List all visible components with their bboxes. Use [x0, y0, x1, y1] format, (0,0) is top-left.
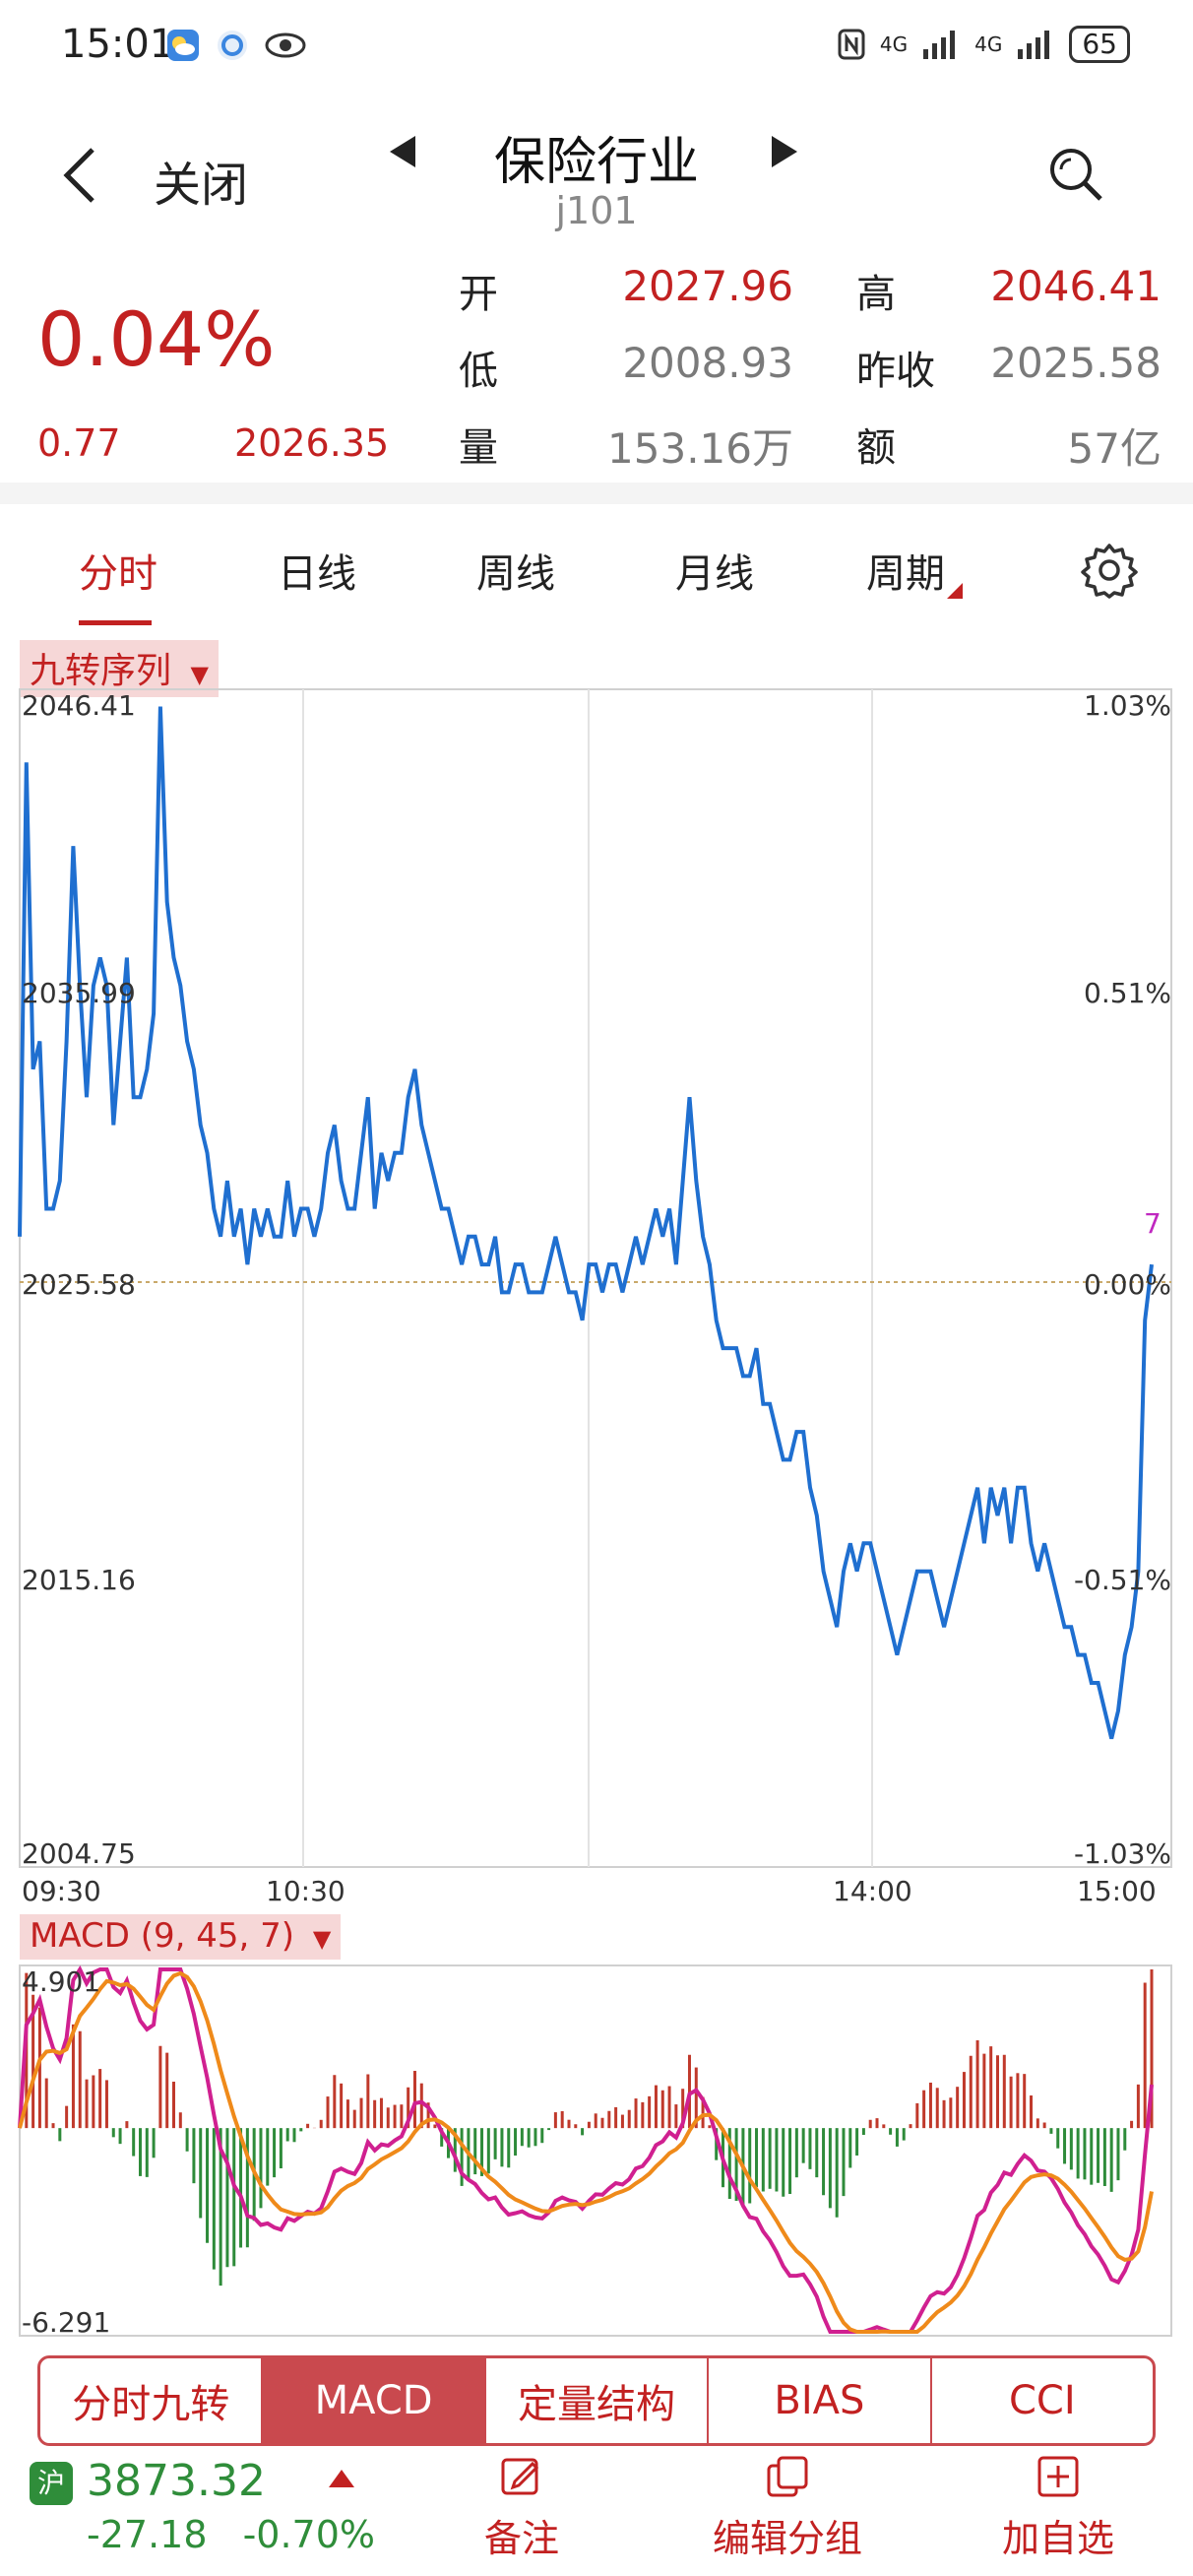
nine-turn-label: 九转序列 — [30, 651, 172, 691]
status-time: 15:01 — [61, 22, 175, 67]
tab-period[interactable]: 周期 — [866, 551, 945, 597]
macd-bars — [25, 1969, 1154, 2286]
macd-chart-frame — [19, 1964, 1172, 2337]
y-right-tick: -1.03% — [1073, 1837, 1171, 1870]
status-notification-icons — [165, 28, 307, 63]
edit-group-button[interactable]: 编辑分组 — [709, 2454, 866, 2562]
open-label: 开 — [459, 272, 498, 317]
indicator-nine-turn[interactable]: 分时九转 — [40, 2358, 264, 2443]
indicator-quant[interactable]: 定量结构 — [486, 2358, 710, 2443]
y-right-tick: -0.51% — [1073, 1564, 1171, 1596]
nine-turn-pill[interactable]: 九转序列 ▼ — [20, 640, 219, 697]
expand-up-icon[interactable] — [327, 2468, 356, 2489]
gear-icon[interactable] — [1081, 542, 1138, 599]
y-left-tick: 2046.41 — [22, 689, 136, 722]
macd-min-label: -6.291 — [22, 2306, 111, 2339]
y-right-tick: 1.03% — [1084, 689, 1171, 722]
close-button[interactable]: 关闭 — [154, 158, 249, 213]
stack-icon — [767, 2456, 808, 2497]
x-tick: 15:00 — [1077, 1875, 1157, 1907]
weather-icon — [167, 30, 199, 61]
signal-icon — [1018, 31, 1050, 59]
x-tick: 14:00 — [833, 1875, 912, 1907]
add-watchlist-label: 加自选 — [1001, 2517, 1114, 2560]
tab-intraday[interactable]: 分时 — [79, 551, 157, 597]
macd-dif-line — [18, 1964, 1154, 2334]
nine-turn-marker: 7 — [1144, 1207, 1162, 1240]
volume-label: 量 — [459, 425, 498, 471]
period-dropdown-icon — [947, 583, 963, 599]
volume-value: 153.16万 — [607, 424, 793, 473]
macd-pill[interactable]: MACD (9, 45, 7) ▼ — [20, 1914, 342, 1960]
x-tick: 09:30 — [22, 1875, 101, 1907]
amount-label: 额 — [856, 425, 896, 471]
caret-down-icon: ▼ — [312, 1925, 332, 1953]
indicator-bias[interactable]: BIAS — [709, 2358, 932, 2443]
y-left-tick: 2015.16 — [22, 1564, 136, 1596]
prev-close-label: 昨收 — [856, 349, 935, 394]
low-label: 低 — [459, 349, 498, 394]
indicator-selector: 分时九转 MACD 定量结构 BIAS CCI — [37, 2355, 1156, 2446]
macd-title: MACD (9, 45, 7) — [30, 1916, 295, 1956]
caret-down-icon: ▼ — [190, 661, 209, 688]
nfc-icon — [838, 29, 865, 60]
high-label: 高 — [856, 272, 896, 317]
indicator-cci[interactable]: CCI — [1009, 2378, 1076, 2423]
network-type-1: 4G — [879, 32, 909, 56]
page-title: 保险行业 — [493, 133, 699, 192]
market-badge: 沪 — [30, 2462, 73, 2505]
signal-icon — [923, 31, 956, 59]
next-stock-icon[interactable] — [768, 134, 799, 169]
divider — [0, 483, 1193, 504]
high-value: 2046.41 — [990, 262, 1162, 310]
edit-group-label: 编辑分组 — [712, 2517, 862, 2560]
macd-max-label: 4.901 — [22, 1965, 101, 1998]
network-type-2: 4G — [974, 32, 1003, 56]
y-left-tick: 2035.99 — [22, 977, 136, 1009]
index-change-pct: -0.70% — [242, 2513, 376, 2556]
prev-stock-icon[interactable] — [388, 134, 419, 169]
last-price: 2026.35 — [234, 421, 390, 465]
index-value[interactable]: 3873.32 — [87, 2456, 266, 2506]
stock-code: j101 — [555, 189, 638, 232]
change-percent: 0.04% — [37, 295, 276, 383]
y-left-tick: 2025.58 — [22, 1268, 136, 1301]
x-tick: 10:30 — [266, 1875, 345, 1907]
price-line — [18, 706, 1154, 1740]
y-right-tick: 0.00% — [1084, 1268, 1171, 1301]
status-right: 4G 4G 65 — [837, 26, 1130, 63]
back-icon[interactable] — [57, 146, 106, 205]
prev-close-value: 2025.58 — [990, 339, 1162, 387]
index-change-value: -27.18 — [87, 2513, 208, 2556]
index-change: -27.18 -0.70% — [87, 2513, 375, 2556]
app-icon — [218, 31, 247, 60]
low-value: 2008.93 — [622, 339, 793, 387]
plus-icon — [1037, 2456, 1079, 2497]
tab-underline — [79, 620, 152, 625]
note-label: 备注 — [483, 2517, 559, 2560]
amount-value: 57亿 — [1067, 424, 1162, 473]
add-watchlist-button[interactable]: 加自选 — [994, 2454, 1122, 2562]
price-chart-frame — [19, 688, 1172, 1868]
y-right-tick: 0.51% — [1084, 977, 1171, 1009]
eye-icon — [265, 32, 306, 58]
change-value: 0.77 — [37, 421, 121, 465]
indicator-macd[interactable]: MACD — [263, 2358, 486, 2443]
y-left-tick: 2004.75 — [22, 1837, 136, 1870]
macd-dea-line — [18, 1970, 1154, 2334]
open-value: 2027.96 — [622, 262, 793, 310]
tab-monthly[interactable]: 月线 — [675, 551, 754, 597]
tab-weekly[interactable]: 周线 — [476, 551, 555, 597]
tab-daily[interactable]: 日线 — [278, 551, 356, 597]
edit-icon — [501, 2458, 539, 2495]
search-icon[interactable] — [1045, 144, 1106, 205]
battery-level: 65 — [1069, 26, 1130, 63]
note-button[interactable]: 备注 — [463, 2454, 581, 2562]
